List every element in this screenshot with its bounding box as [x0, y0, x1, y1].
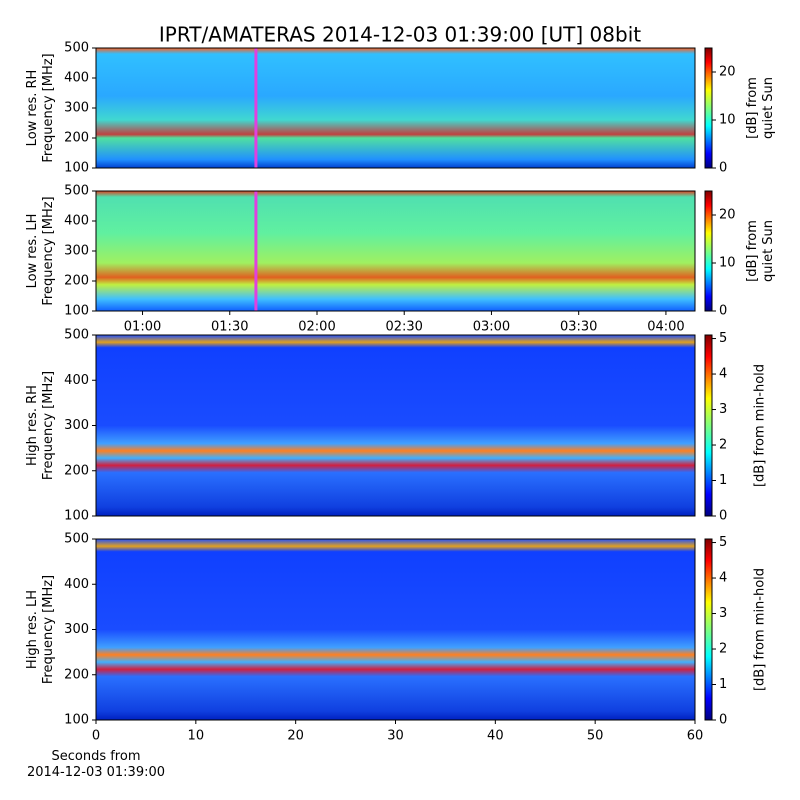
spectrogram-image	[96, 191, 695, 311]
colorbar-tick-label: 1	[719, 473, 727, 488]
x-tick-label: 20	[287, 729, 304, 744]
colorbar	[704, 538, 713, 721]
y-tick-label: 100	[64, 713, 89, 728]
colorbar-tick-label: 0	[719, 304, 727, 319]
x-tick-label: 50	[587, 729, 604, 744]
colorbar-tick-label: 4	[719, 571, 727, 586]
y-tick-label: 300	[64, 101, 89, 116]
colorbar-tick-label: 3	[719, 402, 727, 417]
x-tick-label: 01:00	[124, 320, 161, 335]
x-tick-label: 40	[487, 729, 504, 744]
colorbar-tick-label: 0	[719, 509, 727, 524]
colorbar-tick-label: 3	[719, 606, 727, 621]
y-tick-label: 100	[64, 304, 89, 319]
colorbar-label: [dB] from min-hold	[753, 364, 768, 487]
y-tick-label: 500	[64, 328, 89, 343]
y-tick-label: 200	[64, 274, 89, 289]
y-tick-label: 500	[64, 184, 89, 199]
colorbar-tick-label: 20	[719, 208, 736, 223]
y-tick-label: 200	[64, 463, 89, 478]
colorbar-tick-label: 10	[719, 256, 736, 271]
figure-title: IPRT/AMATERAS 2014-12-03 01:39:00 [UT] 0…	[159, 23, 641, 47]
x-tick-label: 60	[687, 729, 704, 744]
x-tick-label: 0	[92, 729, 100, 744]
y-axis-label: High res. LHFrequency [MHz]	[25, 575, 56, 684]
colorbar-tick-label: 2	[719, 438, 727, 453]
x-axis-label: Seconds from 2014-12-03 01:39:00	[27, 749, 165, 780]
colorbar-tick-label: 1	[719, 677, 727, 692]
spectrogram-image	[96, 539, 695, 720]
y-tick-label: 400	[64, 373, 89, 388]
colorbar	[704, 190, 713, 312]
colorbar-tick-label: 10	[719, 113, 736, 128]
colorbar-tick-label: 5	[719, 331, 727, 346]
x-tick-label: 03:00	[473, 320, 510, 335]
y-axis-label: Low res. LHFrequency [MHz]	[25, 196, 56, 305]
spectrogram-image	[96, 335, 695, 516]
colorbar-label: [dB] fromquiet Sun	[745, 220, 776, 282]
colorbar-label: [dB] fromquiet Sun	[745, 77, 776, 139]
colorbar-tick-label: 5	[719, 535, 727, 550]
colorbar	[704, 334, 713, 517]
colorbar-tick-label: 2	[719, 642, 727, 657]
x-tick-label: 10	[188, 729, 205, 744]
colorbar-tick-label: 0	[719, 161, 727, 176]
y-tick-label: 100	[64, 161, 89, 176]
y-tick-label: 200	[64, 667, 89, 682]
y-tick-label: 500	[64, 41, 89, 56]
y-axis-label: Low res. RHFrequency [MHz]	[25, 53, 56, 162]
colorbar	[704, 47, 713, 169]
spectrogram-image	[96, 48, 695, 168]
x-tick-label: 30	[387, 729, 404, 744]
y-tick-label: 300	[64, 418, 89, 433]
x-tick-label: 03:30	[560, 320, 597, 335]
y-tick-label: 400	[64, 214, 89, 229]
y-tick-label: 100	[64, 509, 89, 524]
colorbar-label: [dB] from min-hold	[753, 568, 768, 691]
y-tick-label: 400	[64, 577, 89, 592]
y-tick-label: 300	[64, 622, 89, 637]
y-axis-label: High res. RHFrequency [MHz]	[25, 371, 56, 480]
colorbar-tick-label: 0	[719, 713, 727, 728]
colorbar-tick-label: 20	[719, 65, 736, 80]
x-tick-label: 01:30	[211, 320, 248, 335]
x-tick-label: 04:00	[647, 320, 684, 335]
colorbar-tick-label: 4	[719, 367, 727, 382]
x-tick-label: 02:30	[385, 320, 422, 335]
y-tick-label: 200	[64, 131, 89, 146]
y-tick-label: 500	[64, 532, 89, 547]
y-tick-label: 300	[64, 244, 89, 259]
x-tick-label: 02:00	[298, 320, 335, 335]
y-tick-label: 400	[64, 71, 89, 86]
